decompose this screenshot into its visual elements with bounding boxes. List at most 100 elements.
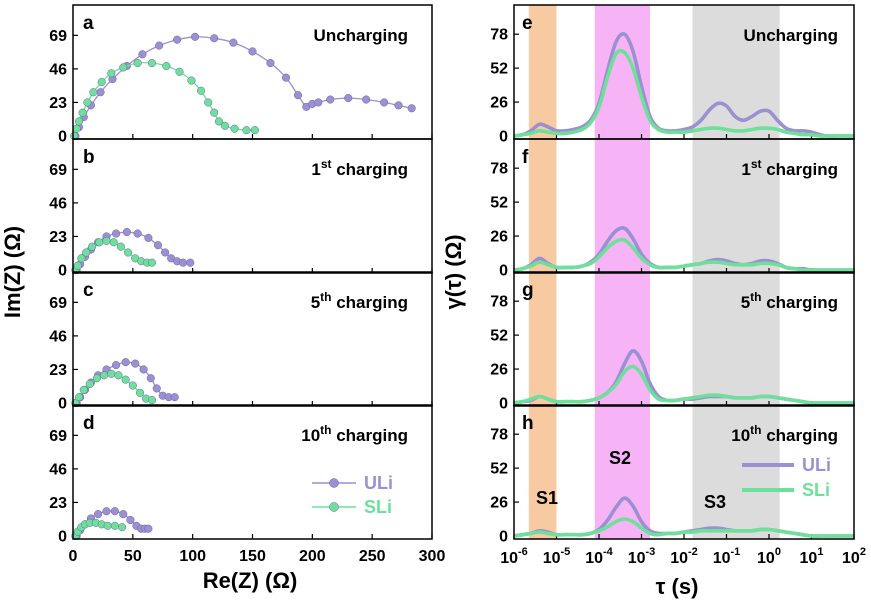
data-point [187, 76, 196, 85]
panel-frame [72, 138, 433, 274]
y-tick-label: 46 [49, 328, 67, 345]
y-tick-label: 23 [49, 229, 67, 246]
series-line [74, 36, 412, 137]
data-point [230, 124, 239, 133]
panel-letter: e [522, 13, 533, 34]
data-point [119, 63, 128, 72]
data-point [131, 359, 140, 368]
data-point [118, 523, 127, 532]
series-sli [513, 237, 854, 272]
data-point [85, 379, 94, 389]
data-point [133, 229, 142, 238]
panel-frame [513, 404, 855, 540]
region-label-s2: S2 [609, 448, 631, 468]
data-point [122, 228, 131, 237]
y-tick-label: 0 [58, 263, 67, 280]
y-tick-label: 52 [490, 61, 508, 78]
data-point [126, 515, 135, 525]
y-tick-label: 23 [49, 495, 67, 512]
left-xlabel: Re(Z) (Ω) [203, 568, 298, 593]
nyquist-panel-c: 0 23 46 69 c 5th charging [49, 271, 433, 413]
data-point [162, 61, 171, 71]
legend-sli-marker [329, 502, 339, 512]
data-point [210, 108, 219, 117]
data-point [100, 371, 109, 380]
data-point [139, 365, 148, 374]
state-label: 1st charging [741, 157, 838, 179]
drt-panel-g: 0 26 52 78 g 5th charging [490, 271, 855, 413]
panel-letter: d [83, 413, 95, 434]
data-point [94, 510, 103, 519]
y-tick-label: 69 [49, 428, 67, 445]
state-label: 5th charging [741, 290, 838, 312]
x-tick-label: 0 [69, 548, 78, 565]
y-tick-label: 52 [490, 461, 508, 478]
data-point [72, 124, 81, 133]
state-label: 1st charging [311, 157, 408, 179]
y-tick-label: 26 [490, 495, 508, 512]
axis-titles: Im(Z) (Ω) Re(Z) (Ω) γ(τ) (Ω) τ (s) [0, 226, 698, 599]
x-tick-label: 200 [299, 548, 326, 565]
data-point [110, 507, 119, 516]
data-point [121, 375, 130, 384]
series-uli [71, 32, 416, 141]
data-point [175, 67, 184, 76]
x-tick-label: 102 [842, 546, 866, 567]
data-point [123, 248, 133, 257]
data-point [250, 126, 259, 135]
y-tick-label: 26 [490, 229, 508, 246]
y-tick-label: 69 [49, 162, 67, 179]
data-point [110, 521, 119, 530]
left-ylabel: Im(Z) (Ω) [0, 226, 25, 318]
panel-letter: b [83, 147, 95, 168]
drt-panel-h: 0 26 52 78 h 10th charging [490, 404, 855, 546]
data-point [138, 50, 147, 59]
x-tick-label: 10-1 [713, 546, 741, 567]
data-point [147, 258, 157, 267]
y-tick-label: 78 [490, 27, 508, 44]
data-point [344, 94, 353, 103]
data-point [102, 236, 111, 245]
series-uli [513, 32, 854, 138]
legend-uli-label: ULi [802, 455, 831, 475]
data-point [133, 59, 142, 68]
data-point [242, 126, 251, 135]
nyquist-panel-b: 0 23 46 69 b 1st charging [49, 138, 433, 280]
data-point [119, 510, 128, 519]
data-point [380, 98, 389, 107]
data-point [112, 229, 121, 238]
x-tick-label: 250 [359, 548, 386, 565]
data-point [79, 385, 88, 394]
y-tick-label: 26 [490, 362, 508, 379]
data-point [96, 88, 105, 97]
data-point [153, 241, 163, 250]
data-point [161, 248, 170, 257]
y-tick-label: 26 [490, 95, 508, 112]
data-point [82, 248, 91, 257]
data-point [314, 98, 323, 107]
nyquist-panel-d: 0 23 46 69 d 10th charging [49, 404, 433, 546]
data-point [326, 95, 335, 104]
state-label: 10th charging [301, 423, 408, 445]
region-label-s1: S1 [536, 488, 558, 508]
data-point [155, 41, 164, 50]
x-tick-label: 101 [800, 546, 824, 567]
data-point [204, 98, 213, 107]
y-tick-label: 0 [58, 396, 67, 413]
data-point [362, 95, 371, 104]
y-tick-label: 69 [49, 28, 67, 45]
data-point [173, 35, 182, 44]
data-point [135, 388, 145, 397]
y-tick-label: 0 [499, 263, 508, 280]
y-tick-label: 69 [49, 295, 67, 312]
panel-frame [72, 271, 433, 407]
data-point [109, 238, 118, 247]
data-point [116, 242, 125, 251]
data-point [73, 261, 82, 270]
data-point [107, 369, 116, 378]
panel-frame [513, 138, 855, 274]
data-point [89, 88, 98, 97]
y-tick-label: 0 [499, 396, 508, 413]
data-point [78, 108, 87, 117]
